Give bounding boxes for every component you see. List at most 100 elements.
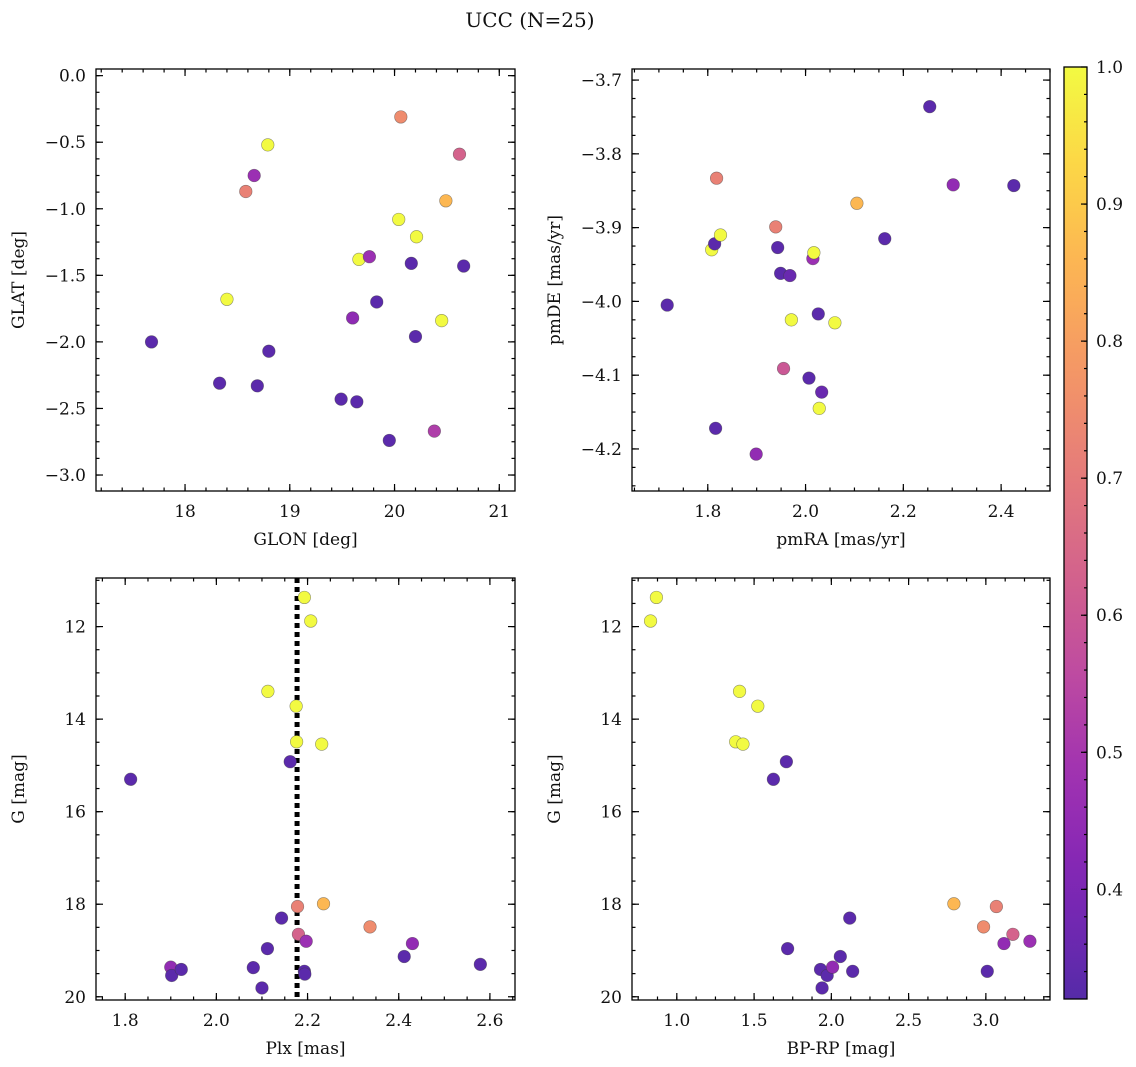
x-tick-label: 19 — [279, 502, 301, 522]
scatter-point-8 — [261, 684, 275, 698]
y-tick-label: −0.5 — [45, 133, 86, 153]
scatter-point-5 — [736, 737, 750, 751]
scatter-point-2 — [213, 376, 227, 390]
scatter-point-10 — [283, 755, 297, 769]
x-axis-label: GLON [deg] — [253, 530, 357, 550]
y-tick-label: −1.5 — [45, 266, 86, 286]
scatter-point-19 — [408, 329, 423, 344]
scatter-point-16 — [807, 246, 821, 260]
x-tick-label: 2.2 — [890, 502, 917, 522]
colorbar-tick-label: 0.9 — [1096, 195, 1123, 215]
scatter-point-19 — [815, 385, 829, 399]
scatter-point-6 — [250, 379, 264, 393]
scatter-point-1 — [643, 614, 658, 628]
scatter-point-3 — [220, 292, 234, 306]
x-tick-label: 2.0 — [203, 1011, 230, 1031]
scatter-point-17 — [394, 110, 408, 124]
y-tick-label: −2.0 — [45, 333, 86, 353]
panel-1: 18 19 20 21 0.0 −0.5 −1.0 −1.5 −2.0 −2.5 −3.0 GLON … — [9, 67, 516, 550]
scatter-point-25 — [473, 957, 487, 971]
scatter-point-22 — [363, 920, 377, 934]
scatter-point-14 — [370, 295, 384, 309]
x-tick-label: 2.0 — [792, 502, 819, 522]
scatter-point-18 — [299, 934, 313, 948]
scatter-point-7 — [749, 447, 763, 461]
scatter-point-4 — [732, 684, 747, 698]
scatter-point-1 — [144, 335, 159, 349]
scatter-point-16 — [846, 964, 860, 978]
x-tick-label: 1.0 — [663, 1011, 690, 1031]
scatter-point-23 — [923, 100, 937, 114]
x-tick-label: 3.0 — [972, 1011, 999, 1031]
y-axis-label: GLAT [deg] — [9, 231, 29, 329]
scatter-point-11 — [776, 361, 791, 376]
scatter-point-24 — [946, 178, 960, 192]
x-tick-label: 1.8 — [694, 502, 721, 522]
y-tick-label: 14 — [64, 710, 86, 730]
scatter-point-9 — [274, 911, 289, 925]
scatter-point-13 — [290, 899, 305, 914]
y-tick-label: −4.1 — [581, 366, 622, 386]
panel-2: 1.8 2.0 2.2 2.4 −3.7 −3.8 −3.9 −4.0 −4.1 −4.2 pmRA… — [545, 68, 1051, 550]
figure-title: UCC (N=25) — [465, 8, 594, 32]
y-axis-label: G [mag] — [545, 754, 565, 823]
y-tick-label: 12 — [64, 618, 86, 638]
scatter-point-1 — [660, 298, 674, 312]
y-tick-label: 20 — [64, 988, 86, 1008]
scatter-point-11 — [815, 981, 829, 995]
scatter-point-10 — [346, 311, 360, 325]
scatter-point-7 — [766, 772, 780, 786]
scatter-point-25 — [1007, 178, 1021, 193]
scatter-point-6 — [713, 228, 728, 242]
scatter-point-17 — [298, 967, 312, 981]
scatter-point-15 — [297, 590, 311, 605]
axes-frame — [631, 577, 1051, 1001]
y-tick-label: 12 — [600, 618, 622, 638]
scatter-point-22 — [435, 314, 449, 328]
scatter-point-20 — [828, 316, 842, 330]
colorbar-tick-label: 0.6 — [1096, 606, 1123, 626]
scatter-point-17 — [947, 897, 961, 911]
scatter-point-8 — [779, 755, 793, 769]
scatter-point-23 — [1023, 934, 1037, 948]
scatter-point-24 — [452, 147, 467, 161]
scatter-point-2 — [649, 590, 664, 605]
scatter-point-6 — [255, 981, 269, 995]
y-tick-label: −3.9 — [581, 219, 622, 239]
y-tick-label: 14 — [600, 710, 622, 730]
y-tick-label: −2.5 — [45, 399, 86, 419]
scatter-point-11 — [350, 395, 364, 409]
scatter-point-16 — [392, 212, 406, 227]
scatter-point-20 — [315, 737, 329, 751]
scatter-point-20 — [989, 899, 1003, 914]
scatter-point-18 — [976, 920, 991, 934]
x-axis-label: Plx [mas] — [265, 1039, 345, 1059]
y-tick-label: −1.0 — [45, 200, 86, 220]
x-tick-label: 2.4 — [385, 1011, 412, 1031]
scatter-point-7 — [260, 942, 275, 956]
y-axis-label: pmDE [mas/yr] — [545, 215, 565, 345]
y-tick-label: 16 — [64, 803, 86, 823]
scatter-point-5 — [709, 171, 724, 185]
panel-4: 1.0 1.5 2.0 2.5 3.0 12 14 16 18 20 BP-RP [mag] G [m… — [545, 577, 1051, 1059]
scatter-point-18 — [404, 256, 418, 270]
x-tick-label: 2.5 — [895, 1011, 922, 1031]
scatter-point-21 — [850, 196, 864, 210]
scatter-point-19 — [304, 614, 318, 628]
colorbar-tick-label: 0.8 — [1096, 332, 1123, 352]
scatter-point-24 — [405, 936, 420, 951]
x-tick-label: 20 — [384, 502, 406, 522]
scatter-point-20 — [409, 230, 424, 244]
scatter-point-12 — [290, 735, 304, 749]
scatter-point-13 — [784, 313, 798, 327]
axes-frame — [631, 68, 1051, 492]
scatter-point-4 — [239, 184, 253, 199]
colorbar-tick-label: 0.7 — [1096, 469, 1123, 489]
y-tick-label: −3.7 — [581, 71, 622, 91]
panel-3: 1.8 2.0 2.2 2.4 2.6 12 14 16 18 20 Plx [mas] G [mag… — [9, 577, 516, 1059]
colorbar-tick-label: 0.5 — [1096, 743, 1123, 763]
x-tick-label: 2.4 — [988, 502, 1015, 522]
x-tick-label: 1.8 — [112, 1011, 139, 1031]
scatter-point-13 — [362, 250, 376, 264]
